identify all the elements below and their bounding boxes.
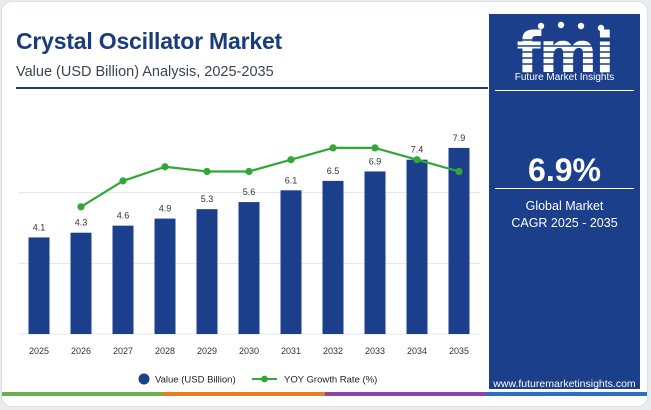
bar-data-label: 7.4 <box>411 145 424 155</box>
bar-data-label: 5.6 <box>243 187 256 197</box>
cagr-label-line1: Global Market <box>525 199 604 213</box>
x-tick-label: 2030 <box>239 346 259 356</box>
growth-rate-point <box>371 144 379 152</box>
market-summary-panel: fmi Future Market Insights 6.9% Global M… <box>489 14 640 390</box>
x-tick-label: 2035 <box>449 346 469 356</box>
fmi-logo-letters: fmi <box>517 21 613 78</box>
bar-data-label: 4.3 <box>75 218 88 228</box>
chart-subtitle: Value (USD Billion) Analysis, 2025-2035 <box>16 64 274 80</box>
logo-people-icons <box>537 21 605 32</box>
legend-bar-marker <box>138 373 150 385</box>
chart-svg: 4.1 2025 4.3 2026 4.6 2027 4.9 2028 5.3 2029 5.6 20… <box>18 133 480 386</box>
bar-2033 <box>364 171 386 334</box>
bar-data-label: 5.3 <box>201 194 214 204</box>
bottom-color-bar <box>2 392 647 396</box>
bar-data-label: 7.9 <box>453 133 466 143</box>
bar-data-label: 6.5 <box>327 166 340 176</box>
bottom-bar-segment-blue <box>485 392 647 396</box>
bar-2026 <box>70 232 92 334</box>
growth-rate-point <box>455 167 463 176</box>
bar-2034 <box>406 159 428 334</box>
bottom-bar-segment-orange <box>163 392 325 396</box>
chart-card: Crystal Oscillator Market Value (USD Bil… <box>2 2 647 406</box>
bar-data-label: 6.9 <box>369 156 382 166</box>
x-tick-label: 2026 <box>71 346 91 356</box>
growth-rate-point <box>77 203 85 211</box>
bar-2028 <box>154 218 176 334</box>
bar-2025 <box>28 237 50 334</box>
x-tick-label: 2031 <box>281 346 301 356</box>
growth-rate-point <box>287 156 295 164</box>
legend-line-dot <box>261 375 268 383</box>
bar-data-label: 6.1 <box>285 175 298 185</box>
cagr-label-line2: CAGR 2025 - 2035 <box>511 216 618 230</box>
x-tick-label: 2033 <box>365 346 385 356</box>
growth-rate-point <box>161 163 169 171</box>
bar-2032 <box>322 180 344 334</box>
logo-company-name: Future Market Insights <box>514 72 615 83</box>
bar-data-label: 4.1 <box>33 222 46 232</box>
growth-rate-point <box>203 167 211 176</box>
bar-2030 <box>238 202 260 334</box>
legend-line-label: YOY Growth Rate (%) <box>284 375 377 386</box>
legend-bar-label: Value (USD Billion) <box>155 375 236 386</box>
x-tick-label: 2029 <box>197 346 217 356</box>
bar-2027 <box>112 225 134 334</box>
cagr-value: 6.9% <box>528 152 601 188</box>
growth-rate-point <box>245 167 253 176</box>
x-tick-label: 2025 <box>29 346 49 356</box>
growth-rate-point <box>119 177 127 185</box>
x-tick-label: 2034 <box>407 346 427 356</box>
bar-2035 <box>448 147 470 334</box>
growth-rate-point <box>413 156 421 164</box>
fmi-logo: fmi <box>509 21 620 78</box>
bar-2031 <box>280 190 302 334</box>
chart-title: Crystal Oscillator Market <box>16 28 283 54</box>
logo-stripes <box>509 39 620 65</box>
x-tick-label: 2027 <box>113 346 133 356</box>
cagr-label: Global Market CAGR 2025 - 2035 <box>489 198 640 232</box>
growth-rate-point <box>329 144 337 152</box>
bar-data-label: 4.6 <box>117 211 130 221</box>
bottom-bar-segment-purple <box>324 392 486 396</box>
website-link[interactable]: www.futuremarketinsights.com <box>493 378 636 390</box>
x-tick-label: 2032 <box>323 346 343 356</box>
x-tick-label: 2028 <box>155 346 175 356</box>
panel-divider-top <box>495 90 634 91</box>
title-divider <box>16 87 488 89</box>
bar-2029 <box>196 209 218 334</box>
growth-rate-line <box>80 146 460 208</box>
bottom-bar-segment-green <box>2 392 164 396</box>
bar-data-label: 4.9 <box>159 204 172 214</box>
panel-divider-middle <box>495 188 634 189</box>
